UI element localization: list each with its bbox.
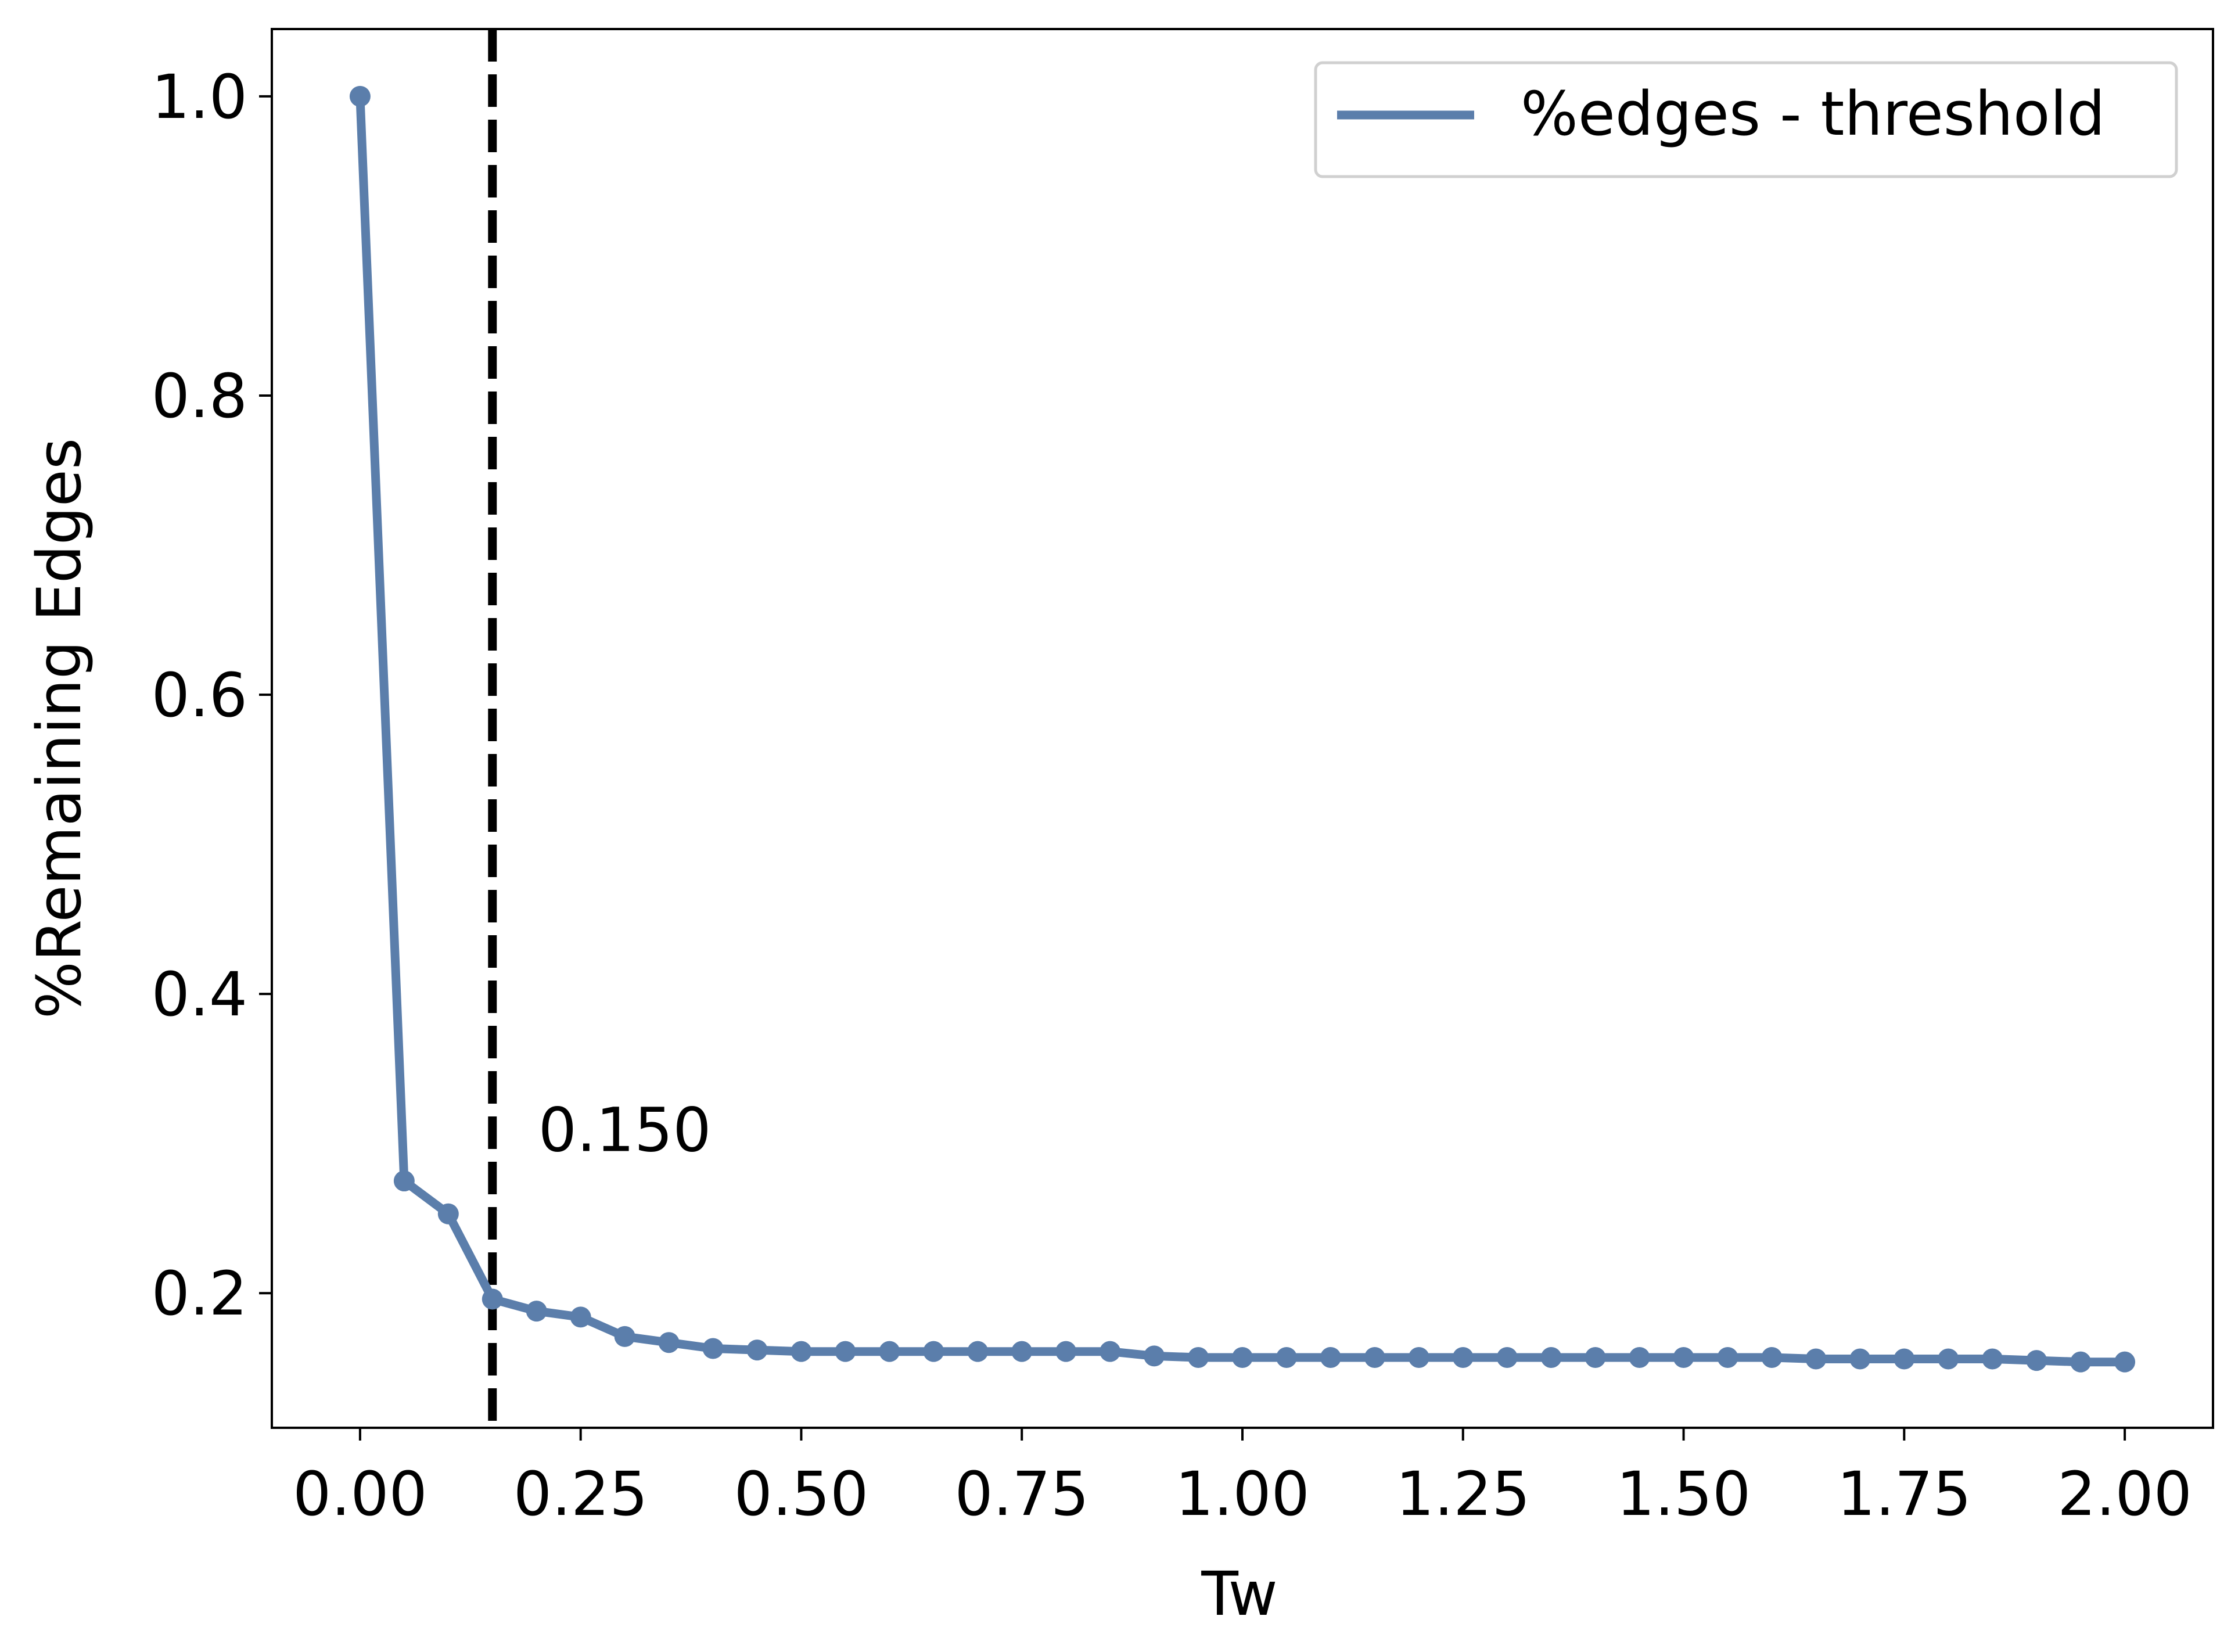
data-point [2026, 1350, 2047, 1371]
x-tick-label: 1.00 [1175, 1459, 1310, 1529]
data-point [1673, 1346, 1694, 1368]
threshold-annotation: 0.150 [538, 1095, 712, 1166]
data-point [1982, 1348, 2003, 1370]
data-point [1496, 1346, 1518, 1368]
data-point [1100, 1341, 1121, 1362]
y-axis-ticks: 0.2 0.4 0.6 0.8 1.0 [152, 62, 272, 1329]
legend: %edges - threshold [1314, 61, 2178, 178]
data-point [437, 1203, 459, 1224]
data-point [1055, 1341, 1077, 1362]
y-tick-label: 0.4 [152, 959, 247, 1030]
data-point [1540, 1346, 1562, 1368]
data-point [1188, 1346, 1209, 1368]
data-point [1585, 1346, 1606, 1368]
x-axis-label: Tw [1201, 1558, 1277, 1629]
data-point [791, 1341, 812, 1362]
data-point [1805, 1348, 1827, 1370]
data-point [614, 1326, 635, 1347]
data-point [1320, 1346, 1341, 1368]
x-tick-label: 0.75 [954, 1459, 1089, 1529]
data-point [658, 1332, 680, 1353]
data-point [2070, 1351, 2092, 1373]
data-point [349, 85, 371, 107]
data-point [879, 1341, 900, 1362]
data-point [1849, 1348, 1871, 1370]
data-point [1232, 1346, 1253, 1368]
data-point [482, 1288, 503, 1310]
data-point [1938, 1348, 1959, 1370]
x-tick-label: 1.75 [1837, 1459, 1972, 1529]
data-point [526, 1301, 547, 1322]
data-point [2114, 1351, 2136, 1373]
data-point [1894, 1348, 1915, 1370]
y-tick-label: 0.6 [152, 660, 247, 731]
data-point [1452, 1346, 1474, 1368]
data-point [702, 1338, 724, 1359]
data-point [1408, 1346, 1429, 1368]
data-point [1144, 1345, 1165, 1367]
y-tick-label: 0.2 [152, 1258, 247, 1329]
x-tick-label: 0.00 [293, 1459, 427, 1529]
legend-box [1314, 61, 2178, 178]
x-tick-label: 1.25 [1396, 1459, 1531, 1529]
data-point [393, 1170, 415, 1192]
data-point [746, 1339, 768, 1361]
data-point [1364, 1346, 1385, 1368]
data-point [1717, 1346, 1738, 1368]
x-tick-label: 1.50 [1616, 1459, 1751, 1529]
x-tick-label: 0.50 [734, 1459, 869, 1529]
data-point [835, 1341, 856, 1362]
y-tick-label: 1.0 [152, 62, 247, 132]
data-point [1629, 1346, 1650, 1368]
data-point [967, 1341, 989, 1362]
legend-label: %edges - threshold [1521, 78, 2105, 149]
y-tick-label: 0.8 [152, 361, 247, 432]
series-points [349, 85, 2136, 1373]
data-point [1761, 1346, 1783, 1368]
plot-area [272, 29, 2213, 1428]
x-axis-ticks: 0.00 0.25 0.50 0.75 1.00 1.25 1.50 1.75 2.00 [293, 1428, 2192, 1529]
plot-frame [271, 28, 2214, 1429]
data-point [570, 1306, 591, 1328]
x-tick-label: 0.25 [513, 1459, 648, 1529]
data-point [923, 1341, 944, 1362]
x-tick-label: 2.00 [2057, 1459, 2192, 1529]
data-point [1011, 1341, 1033, 1362]
data-point [1276, 1346, 1297, 1368]
y-axis-label: %Remaining Edges [24, 438, 95, 1019]
